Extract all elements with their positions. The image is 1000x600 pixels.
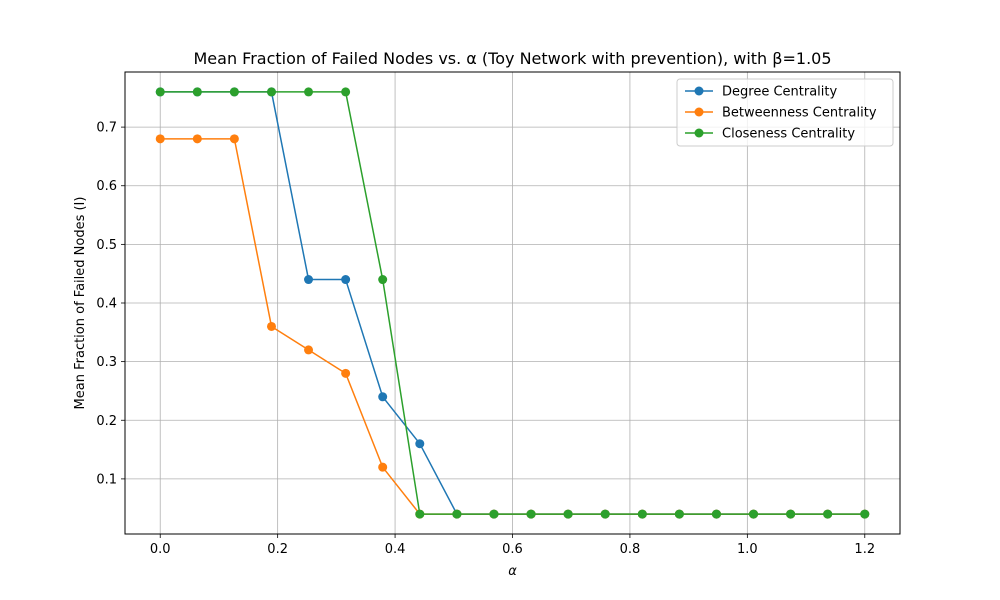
data-point bbox=[155, 87, 165, 97]
grid bbox=[125, 72, 900, 534]
data-point bbox=[526, 509, 536, 519]
data-point bbox=[304, 345, 314, 355]
legend-marker bbox=[694, 86, 704, 96]
x-tick-label: 0.6 bbox=[502, 542, 523, 557]
legend-marker bbox=[694, 107, 704, 117]
y-tick-label: 0.1 bbox=[96, 472, 117, 487]
x-tick-label: 0.0 bbox=[150, 542, 171, 557]
data-point bbox=[192, 87, 202, 97]
data-point bbox=[341, 275, 351, 285]
data-point bbox=[341, 87, 351, 97]
x-tick-label: 0.2 bbox=[267, 542, 288, 557]
axis-ticks: 0.0 0.2 0.4 0.6 0.8 1.0 1.2 0.1 0.2 0.3 0.4 0.5 0.6 0… bbox=[96, 121, 875, 557]
y-tick-label: 0.7 bbox=[96, 121, 117, 136]
legend-label: Betweenness Centrality bbox=[722, 106, 877, 121]
y-tick-label: 0.5 bbox=[96, 238, 117, 253]
series-line bbox=[160, 91, 865, 515]
y-tick-label: 0.2 bbox=[96, 414, 117, 429]
legend-label: Degree Centrality bbox=[722, 85, 837, 100]
data-point bbox=[489, 509, 499, 519]
data-point bbox=[266, 321, 276, 331]
data-point bbox=[229, 134, 239, 144]
x-axis-label: α bbox=[508, 564, 517, 579]
y-tick-label: 0.4 bbox=[96, 297, 117, 312]
series-lines bbox=[155, 87, 870, 519]
y-axis-label: Mean Fraction of Failed Nodes (I) bbox=[73, 197, 88, 410]
data-point bbox=[229, 87, 239, 97]
data-point bbox=[452, 509, 462, 519]
data-point bbox=[378, 275, 388, 285]
data-point bbox=[563, 509, 573, 519]
data-point bbox=[378, 462, 388, 472]
x-tick-label: 0.8 bbox=[620, 542, 641, 557]
data-point bbox=[192, 134, 202, 144]
x-tick-label: 0.4 bbox=[385, 542, 406, 557]
x-tick-label: 1.0 bbox=[737, 542, 758, 557]
data-point bbox=[637, 509, 647, 519]
legend-box bbox=[676, 78, 894, 147]
data-point bbox=[860, 509, 870, 519]
data-point bbox=[711, 509, 721, 519]
data-point bbox=[674, 509, 684, 519]
data-point bbox=[600, 509, 610, 519]
data-point bbox=[415, 509, 425, 519]
data-point bbox=[378, 392, 388, 402]
data-point bbox=[304, 87, 314, 97]
data-point bbox=[749, 509, 759, 519]
legend-marker bbox=[694, 128, 704, 138]
x-tick-label: 1.2 bbox=[854, 542, 875, 557]
legend-label: Closeness Centrality bbox=[722, 127, 855, 142]
data-point bbox=[266, 87, 276, 97]
data-point bbox=[304, 275, 314, 285]
data-point bbox=[415, 439, 425, 449]
y-tick-label: 0.3 bbox=[96, 355, 117, 370]
data-point bbox=[823, 509, 833, 519]
data-point bbox=[341, 368, 351, 378]
legend: Degree Centrality Betweenness Centrality C… bbox=[676, 78, 894, 147]
chart-title: Mean Fraction of Failed Nodes vs. α (Toy… bbox=[193, 49, 831, 68]
data-point bbox=[786, 509, 796, 519]
data-point bbox=[155, 134, 165, 144]
y-tick-label: 0.6 bbox=[96, 179, 117, 194]
